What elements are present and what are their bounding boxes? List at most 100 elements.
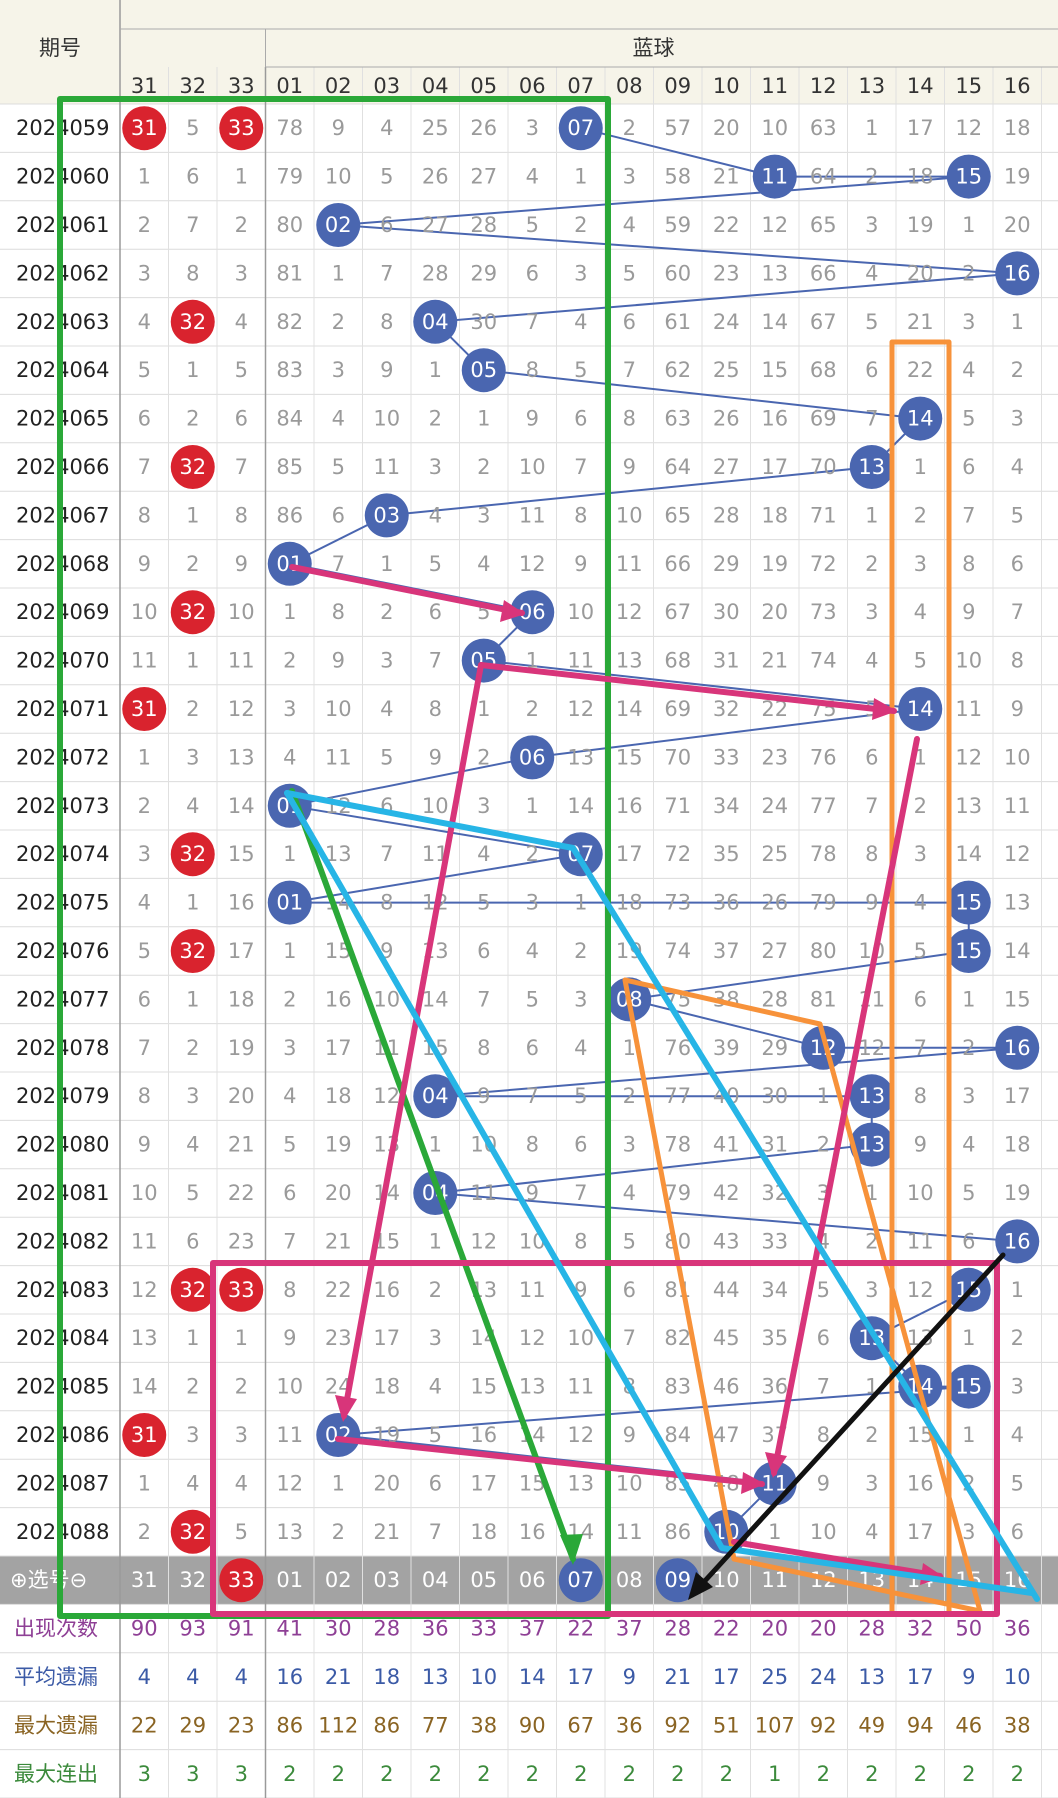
omission: 1 xyxy=(526,649,539,673)
selector-number[interactable]: 03 xyxy=(373,1568,400,1592)
omission: 1 xyxy=(574,891,587,915)
omission: 1 xyxy=(1011,1278,1024,1302)
omission: 4 xyxy=(526,165,539,189)
omission: 2 xyxy=(574,939,587,963)
omission: 16 xyxy=(373,1278,400,1302)
selector-number[interactable]: 31 xyxy=(131,1568,158,1592)
omission: 5 xyxy=(429,1423,442,1447)
omission: 3 xyxy=(526,116,539,140)
omission: 11 xyxy=(373,455,400,479)
omission: 3 xyxy=(138,842,151,866)
omission: 17 xyxy=(907,116,934,140)
ball-number: 32 xyxy=(179,842,206,866)
omission: 3 xyxy=(865,1278,878,1302)
omission: 8 xyxy=(138,1084,151,1108)
omission: 33 xyxy=(713,745,740,769)
selector-number[interactable]: 02 xyxy=(325,1568,352,1592)
selector-number[interactable]: 10 xyxy=(713,1568,740,1592)
red-ball xyxy=(170,1267,215,1312)
omission: 2 xyxy=(429,407,442,431)
omission: 71 xyxy=(810,503,837,527)
omission: 27 xyxy=(422,213,449,237)
omission: 31 xyxy=(713,649,740,673)
omission: 8 xyxy=(186,261,199,285)
omission: 6 xyxy=(235,407,248,431)
omission: 14 xyxy=(616,697,643,721)
omission: 17 xyxy=(616,842,643,866)
selector-number[interactable]: 09 xyxy=(664,1568,691,1592)
omission: 13 xyxy=(761,261,788,285)
column-header: 16 xyxy=(1004,74,1031,98)
omission: 2 xyxy=(865,165,878,189)
omission: 10 xyxy=(373,987,400,1011)
omission: 74 xyxy=(664,939,691,963)
blue-ball xyxy=(995,1219,1040,1264)
selector-number[interactable]: 06 xyxy=(519,1568,546,1592)
column-header: 04 xyxy=(422,74,449,98)
omission: 6 xyxy=(477,939,490,963)
selector-number[interactable]: 04 xyxy=(422,1568,449,1592)
stat-value: 4 xyxy=(138,1665,151,1689)
selector-number[interactable]: 33 xyxy=(228,1568,255,1592)
omission: 13 xyxy=(567,1471,594,1495)
selector-number[interactable]: 11 xyxy=(761,1568,788,1592)
selector-number[interactable]: 05 xyxy=(470,1568,497,1592)
omission: 84 xyxy=(664,1423,691,1447)
omission: 6 xyxy=(526,261,539,285)
omission: 1 xyxy=(380,552,393,576)
omission: 7 xyxy=(235,455,248,479)
blue-ball[interactable] xyxy=(558,1558,603,1603)
omission: 2 xyxy=(865,552,878,576)
red-ball xyxy=(122,1413,167,1457)
blue-ball xyxy=(316,203,361,247)
omission: 4 xyxy=(477,552,490,576)
omission: 27 xyxy=(713,455,740,479)
arrow-head xyxy=(688,1572,713,1600)
blue-ball xyxy=(898,687,943,731)
omission: 24 xyxy=(713,310,740,334)
omission: 7 xyxy=(332,552,345,576)
omission: 6 xyxy=(526,1036,539,1060)
stat-value: 86 xyxy=(373,1713,400,1737)
selector-number[interactable]: 07 xyxy=(567,1568,594,1592)
omission: 4 xyxy=(1011,455,1024,479)
selector-number[interactable]: 32 xyxy=(179,1568,206,1592)
omission: 6 xyxy=(186,165,199,189)
omission: 8 xyxy=(283,1278,296,1302)
omission: 58 xyxy=(664,165,691,189)
omission: 5 xyxy=(235,358,248,382)
omission: 7 xyxy=(429,649,442,673)
omission: 8 xyxy=(429,697,442,721)
selector-label[interactable]: ⊕选号⊖ xyxy=(10,1568,87,1592)
omission: 16 xyxy=(907,1471,934,1495)
selector-number[interactable]: 08 xyxy=(616,1568,643,1592)
omission: 8 xyxy=(1011,649,1024,673)
omission: 3 xyxy=(186,1423,199,1447)
omission: 1 xyxy=(186,649,199,673)
omission: 12 xyxy=(761,213,788,237)
omission: 6 xyxy=(138,407,151,431)
omission: 5 xyxy=(962,1181,975,1205)
blue-ball[interactable] xyxy=(655,1558,700,1603)
omission: 19 xyxy=(907,213,934,237)
omission: 64 xyxy=(810,165,837,189)
ball-number: 16 xyxy=(1004,261,1031,285)
red-ball[interactable] xyxy=(219,1558,264,1603)
omission: 63 xyxy=(664,407,691,431)
omission: 6 xyxy=(623,310,636,334)
stat-value: 4 xyxy=(186,1665,199,1689)
omission: 6 xyxy=(914,987,927,1011)
omission: 8 xyxy=(962,552,975,576)
omission: 3 xyxy=(865,600,878,624)
ball-number: 05 xyxy=(470,358,497,382)
column-header: 13 xyxy=(858,74,885,98)
omission: 8 xyxy=(235,503,248,527)
omission: 25 xyxy=(713,358,740,382)
omission: 1 xyxy=(235,165,248,189)
omission: 7 xyxy=(623,1326,636,1350)
omission: 10 xyxy=(131,600,158,624)
omission: 6 xyxy=(865,745,878,769)
omission: 3 xyxy=(962,310,975,334)
selector-number[interactable]: 01 xyxy=(276,1568,303,1592)
